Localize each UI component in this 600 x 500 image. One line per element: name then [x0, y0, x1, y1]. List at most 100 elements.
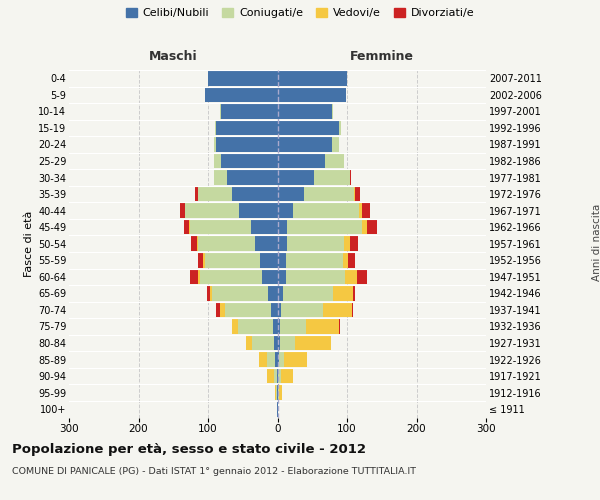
- Bar: [217, 137, 277, 152]
- Bar: [349, 253, 355, 268]
- Legend: Celibi/Nubili, Coniugati/e, Vedovi/e, Divorziati/e: Celibi/Nubili, Coniugati/e, Vedovi/e, Di…: [121, 3, 479, 22]
- Bar: [277, 137, 332, 152]
- Bar: [367, 220, 377, 234]
- Bar: [197, 253, 203, 268]
- Bar: [251, 220, 277, 234]
- Bar: [279, 386, 281, 400]
- Bar: [277, 270, 286, 284]
- Bar: [184, 220, 189, 234]
- Bar: [277, 120, 338, 135]
- Bar: [277, 187, 304, 202]
- Text: COMUNE DI PANICALE (PG) - Dati ISTAT 1° gennaio 2012 - Elaborazione TUTTITALIA.I: COMUNE DI PANICALE (PG) - Dati ISTAT 1° …: [12, 468, 416, 476]
- Bar: [267, 369, 274, 384]
- Bar: [275, 352, 277, 367]
- Bar: [332, 137, 338, 152]
- Bar: [239, 204, 277, 218]
- Bar: [277, 286, 283, 300]
- Bar: [354, 187, 355, 202]
- Bar: [260, 253, 277, 268]
- Bar: [279, 352, 284, 367]
- Bar: [197, 236, 198, 251]
- Bar: [190, 270, 198, 284]
- Bar: [275, 386, 276, 400]
- Bar: [283, 286, 333, 300]
- Bar: [232, 319, 238, 334]
- Bar: [255, 236, 277, 251]
- Text: Maschi: Maschi: [149, 50, 197, 62]
- Text: Popolazione per età, sesso e stato civile - 2012: Popolazione per età, sesso e stato civil…: [12, 442, 366, 456]
- Bar: [274, 369, 277, 384]
- Bar: [215, 120, 217, 135]
- Bar: [274, 336, 277, 350]
- Y-axis label: Fasce di età: Fasce di età: [23, 210, 34, 277]
- Bar: [345, 270, 358, 284]
- Bar: [277, 204, 293, 218]
- Bar: [271, 302, 277, 317]
- Bar: [210, 286, 212, 300]
- Bar: [284, 352, 307, 367]
- Bar: [286, 253, 343, 268]
- Bar: [352, 302, 353, 317]
- Bar: [226, 302, 271, 317]
- Bar: [217, 302, 220, 317]
- Bar: [287, 236, 344, 251]
- Text: Anni di nascita: Anni di nascita: [592, 204, 600, 281]
- Bar: [246, 336, 252, 350]
- Bar: [277, 369, 278, 384]
- Bar: [343, 253, 349, 268]
- Bar: [306, 319, 340, 334]
- Bar: [262, 270, 277, 284]
- Bar: [277, 402, 278, 416]
- Bar: [277, 154, 325, 168]
- Bar: [338, 120, 341, 135]
- Bar: [359, 204, 362, 218]
- Bar: [214, 137, 217, 152]
- Bar: [295, 336, 331, 350]
- Bar: [217, 120, 277, 135]
- Bar: [196, 187, 197, 202]
- Bar: [362, 220, 367, 234]
- Bar: [197, 187, 232, 202]
- Bar: [203, 253, 205, 268]
- Bar: [277, 88, 346, 102]
- Bar: [259, 352, 267, 367]
- Bar: [200, 270, 262, 284]
- Bar: [221, 154, 277, 168]
- Bar: [272, 319, 277, 334]
- Bar: [198, 236, 255, 251]
- Bar: [214, 154, 221, 168]
- Bar: [332, 104, 333, 118]
- Bar: [267, 352, 275, 367]
- Bar: [281, 302, 323, 317]
- Bar: [355, 187, 360, 202]
- Bar: [277, 352, 279, 367]
- Text: Femmine: Femmine: [350, 50, 414, 62]
- Bar: [304, 187, 354, 202]
- Bar: [189, 220, 190, 234]
- Bar: [287, 220, 362, 234]
- Bar: [362, 204, 370, 218]
- Bar: [350, 170, 351, 185]
- Bar: [185, 204, 239, 218]
- Bar: [281, 369, 293, 384]
- Bar: [220, 104, 221, 118]
- Bar: [227, 170, 277, 185]
- Bar: [190, 220, 251, 234]
- Bar: [276, 386, 277, 400]
- Bar: [277, 71, 347, 86]
- Bar: [277, 104, 332, 118]
- Bar: [179, 204, 185, 218]
- Bar: [293, 204, 359, 218]
- Bar: [205, 88, 277, 102]
- Bar: [238, 319, 272, 334]
- Bar: [277, 236, 287, 251]
- Bar: [344, 236, 350, 251]
- Bar: [277, 170, 314, 185]
- Bar: [323, 302, 352, 317]
- Bar: [277, 302, 281, 317]
- Bar: [277, 253, 286, 268]
- Bar: [277, 386, 278, 400]
- Bar: [214, 170, 227, 185]
- Bar: [325, 154, 344, 168]
- Bar: [280, 319, 306, 334]
